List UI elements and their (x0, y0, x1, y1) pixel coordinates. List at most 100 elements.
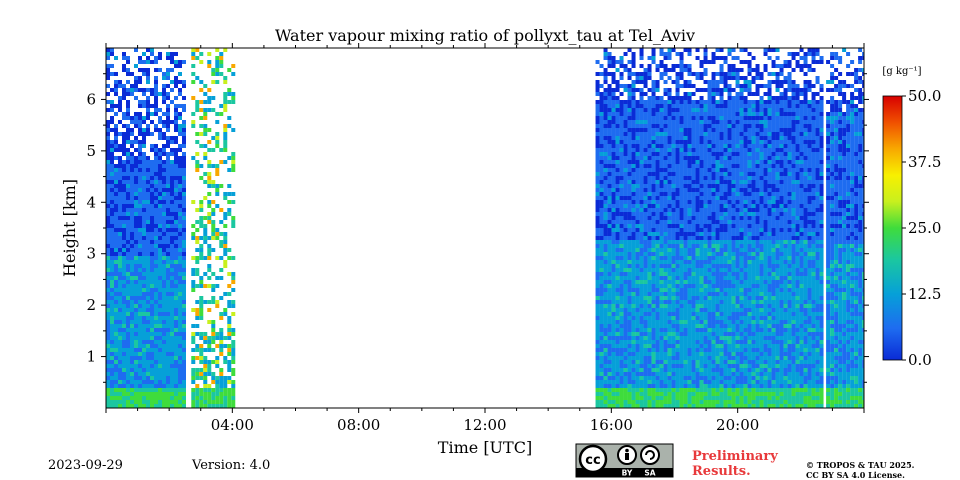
heatmap-cell (223, 308, 228, 312)
heatmap-cell (203, 340, 208, 344)
heatmap-cell (723, 300, 728, 304)
heatmap-cell (659, 184, 664, 188)
heatmap-cell (631, 368, 636, 372)
heatmap-cell (595, 360, 600, 364)
heatmap-cell (631, 160, 636, 164)
heatmap-cell (211, 72, 216, 76)
heatmap-cell (695, 208, 700, 212)
heatmap-cell (719, 308, 724, 312)
heatmap-cell (138, 316, 142, 320)
heatmap-cell (126, 72, 130, 76)
heatmap-cell (182, 372, 186, 376)
heatmap-cell (627, 376, 632, 380)
heatmap-cell (667, 92, 672, 96)
heatmap-cell (146, 320, 150, 324)
heatmap-cell (711, 224, 716, 228)
heatmap-cell (671, 204, 676, 208)
heatmap-cell (707, 204, 712, 208)
heatmap-cell (219, 276, 224, 280)
heatmap-cell (683, 68, 688, 72)
heatmap-cell (643, 104, 648, 108)
heatmap-cell (130, 280, 134, 284)
heatmap-cell (182, 356, 186, 360)
heatmap-cell (731, 288, 736, 292)
heatmap-cell (215, 300, 220, 304)
heatmap-cell (615, 272, 620, 276)
heatmap-cell (170, 224, 174, 228)
heatmap-cell (158, 172, 162, 176)
heatmap-cell (146, 48, 150, 52)
heatmap-cell (146, 68, 150, 72)
heatmap-cell (114, 172, 118, 176)
heatmap-cell (178, 372, 182, 376)
heatmap-cell (671, 172, 676, 176)
heatmap-cell (623, 376, 628, 380)
heatmap-cell (219, 312, 224, 316)
heatmap-cell (719, 136, 724, 140)
heatmap-cell (627, 384, 632, 388)
heatmap-cell (631, 356, 636, 360)
heatmap-cell (667, 208, 672, 212)
heatmap-cell (615, 160, 620, 164)
heatmap-cell (651, 120, 656, 124)
heatmap-cell (691, 372, 696, 376)
heatmap-cell (154, 208, 158, 212)
heatmap-cell (595, 320, 600, 324)
heatmap-cell (154, 220, 158, 224)
heatmap-cell (146, 404, 150, 408)
heatmap-cell (719, 196, 724, 200)
heatmap-cell (150, 248, 154, 252)
heatmap-cell (719, 276, 724, 280)
heatmap-cell (675, 88, 680, 92)
heatmap-cell (695, 256, 700, 260)
heatmap-cell (663, 244, 668, 248)
heatmap-cell (203, 332, 208, 336)
heatmap-cell (711, 252, 716, 256)
heatmap-cell (731, 212, 736, 216)
heatmap-cell (663, 380, 668, 384)
heatmap-cell (118, 100, 122, 104)
heatmap-cell (731, 252, 736, 256)
heatmap-cell (687, 344, 692, 348)
heatmap-cell (627, 356, 632, 360)
heatmap-cell (138, 164, 142, 168)
heatmap-cell (178, 128, 182, 132)
heatmap-cell (711, 208, 716, 212)
heatmap-cell (195, 272, 200, 276)
heatmap-cell (122, 220, 126, 224)
heatmap-cell (683, 216, 688, 220)
heatmap-cell (118, 380, 122, 384)
heatmap-cell (647, 340, 652, 344)
heatmap-cell (182, 220, 186, 224)
heatmap-cell (170, 140, 174, 144)
heatmap-cell (695, 244, 700, 248)
heatmap-cell (727, 140, 732, 144)
heatmap-cell (703, 124, 708, 128)
heatmap-cell (603, 372, 608, 376)
heatmap-cell (627, 360, 632, 364)
heatmap-cell (635, 164, 640, 168)
heatmap-cell (231, 380, 236, 384)
heatmap-cell (130, 236, 134, 240)
heatmap-cell (619, 192, 624, 196)
heatmap-cell (671, 160, 676, 164)
heatmap-cell (683, 164, 688, 168)
heatmap-cell (114, 260, 118, 264)
heatmap-cell (114, 168, 118, 172)
heatmap-cell (110, 348, 114, 352)
heatmap-cell (723, 216, 728, 220)
heatmap-cell (667, 128, 672, 132)
heatmap-cell (182, 320, 186, 324)
heatmap-cell (146, 228, 150, 232)
heatmap-cell (651, 272, 656, 276)
heatmap-cell (691, 216, 696, 220)
heatmap-cell (138, 236, 142, 240)
heatmap-cell (675, 184, 680, 188)
heatmap-cell (611, 356, 616, 360)
heatmap-cell (639, 344, 644, 348)
heatmap-cell (615, 168, 620, 172)
heatmap-cell (627, 184, 632, 188)
heatmap-cell (623, 296, 628, 300)
heatmap-cell (595, 192, 600, 196)
heatmap-cell (731, 264, 736, 268)
